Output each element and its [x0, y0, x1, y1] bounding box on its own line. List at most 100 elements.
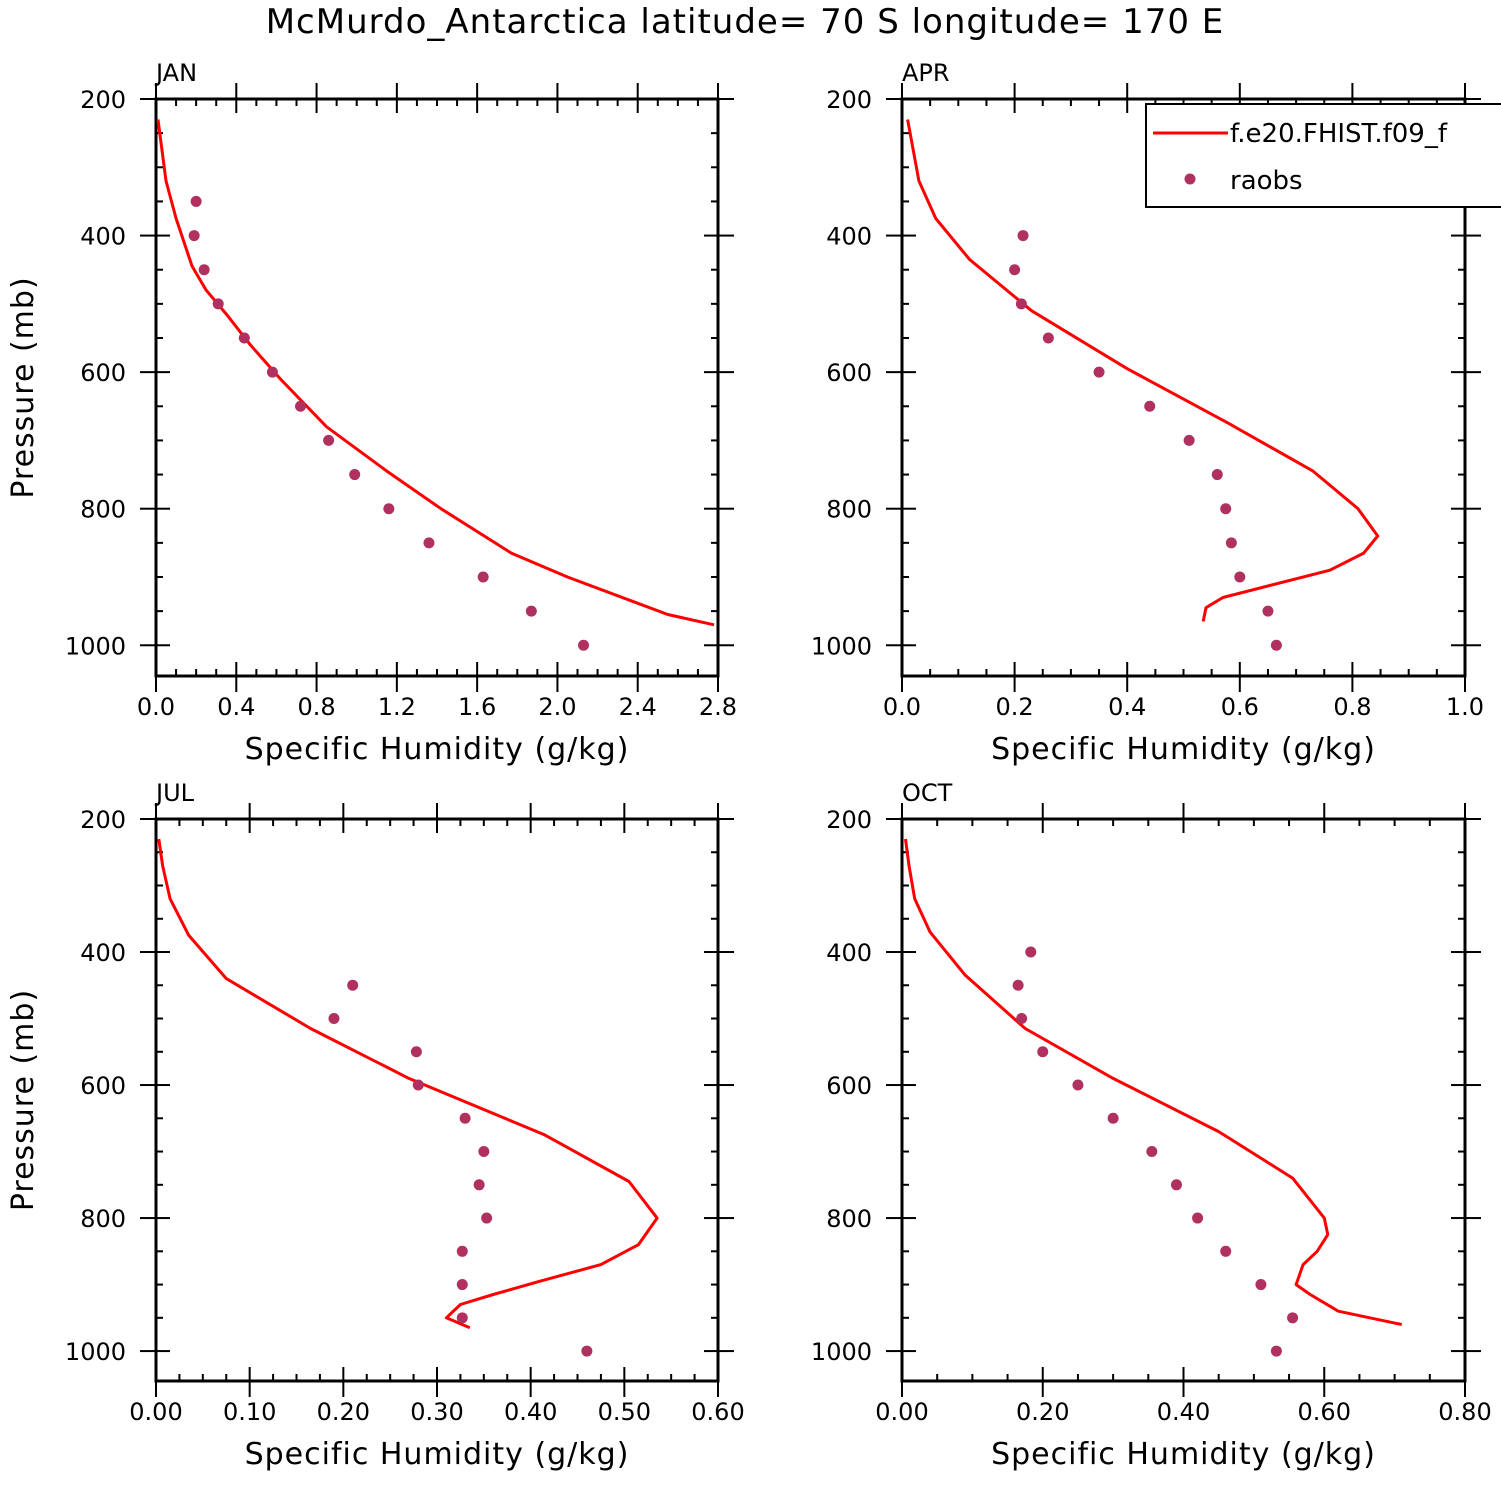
- panel-title-oct: OCT: [902, 779, 953, 807]
- x-tick-label: 0.4: [1108, 693, 1146, 721]
- raobs-point: [295, 400, 307, 412]
- x-tick-label: 0.00: [129, 1398, 182, 1426]
- x-tick-label: 0.0: [137, 693, 175, 721]
- panel-apr: APR 200 400 600 800 1000 0.0 0.2 0.4 0.6 0.8 1.0 Spe…: [811, 59, 1484, 767]
- x-tick-label: 0.20: [317, 1398, 370, 1426]
- x-tick-label: 0.8: [1333, 693, 1371, 721]
- x-axis-label: Specific Humidity (g/kg): [245, 732, 630, 767]
- y-tick-label: 800: [80, 1205, 126, 1233]
- x-tick-label: 2.4: [619, 693, 657, 721]
- x-axis-label: Specific Humidity (g/kg): [991, 1437, 1376, 1472]
- raobs-point: [1225, 537, 1237, 549]
- y-tick-label: 1000: [811, 1338, 872, 1366]
- raobs-point: [1234, 571, 1246, 583]
- raobs-point: [1211, 469, 1223, 481]
- model-line-oct: [904, 838, 1403, 1326]
- y-tick-label: 400: [80, 223, 126, 251]
- raobs-point: [477, 571, 489, 583]
- y-tick-label: 200: [826, 806, 872, 834]
- panel-jan: JAN 200 400 600 800 1000 0.0 0.4 0.8 1.2 1.6 2.0 2.4…: [6, 59, 737, 767]
- raobs-point: [473, 1179, 485, 1191]
- raobs-point: [198, 264, 210, 276]
- raobs-point: [1183, 434, 1195, 446]
- raobs-point: [410, 1046, 422, 1058]
- x-tick-label: 1.0: [1446, 693, 1484, 721]
- raobs-point: [1262, 605, 1274, 617]
- y-tick-label: 600: [80, 359, 126, 387]
- y-axis-label: Pressure (mb): [6, 989, 41, 1211]
- y-axis-label: Pressure (mb): [6, 276, 41, 498]
- x-axis-label: Specific Humidity (g/kg): [991, 732, 1376, 767]
- raobs-point: [266, 366, 278, 378]
- y-tick-label: 200: [826, 86, 872, 114]
- raobs-point: [423, 537, 435, 549]
- raobs-point: [1017, 230, 1029, 242]
- x-tick-label: 0.6: [1221, 693, 1259, 721]
- raobs-point: [349, 469, 361, 481]
- x-tick-label: 0.60: [1298, 1398, 1351, 1426]
- plot-frame: [154, 97, 720, 678]
- raobs-point: [328, 1013, 340, 1025]
- x-tick-label: 0.50: [598, 1398, 651, 1426]
- raobs-point: [1144, 400, 1156, 412]
- raobs-point: [1192, 1212, 1204, 1224]
- x-tick-label: 2.0: [538, 693, 576, 721]
- x-tick-label: 0.10: [223, 1398, 276, 1426]
- raobs-point: [347, 979, 359, 991]
- panel-title-apr: APR: [902, 59, 950, 87]
- legend-label-raobs: raobs: [1230, 166, 1303, 196]
- x-tick-label: 0.40: [504, 1398, 557, 1426]
- raobs-point: [456, 1312, 468, 1324]
- raobs-point: [323, 434, 335, 446]
- y-tick-label: 400: [80, 939, 126, 967]
- x-tick-label: 0.60: [691, 1398, 744, 1426]
- raobs-point: [581, 1345, 593, 1357]
- raobs-point: [1220, 1245, 1232, 1257]
- raobs-point: [456, 1279, 468, 1291]
- raobs-point: [1093, 366, 1105, 378]
- panels: JAN 200 400 600 800 1000 0.0 0.4 0.8 1.2 1.6 2.0 2.4…: [6, 59, 1492, 1472]
- figure-title: McMurdo_Antarctica latitude= 70 S longit…: [266, 2, 1225, 42]
- raobs-point: [459, 1112, 471, 1124]
- y-tick-label: 400: [826, 939, 872, 967]
- x-tick-label: 0.30: [410, 1398, 463, 1426]
- y-tick-label: 600: [826, 1072, 872, 1100]
- raobs-point: [478, 1146, 490, 1158]
- legend-marker-swatch: [1184, 173, 1196, 185]
- y-tick-label: 800: [80, 496, 126, 524]
- raobs-point: [1015, 298, 1027, 310]
- x-tick-label: 0.00: [875, 1398, 928, 1426]
- x-tick-label: 2.8: [699, 693, 737, 721]
- y-tick-label: 800: [826, 1205, 872, 1233]
- x-tick-label: 0.40: [1157, 1398, 1210, 1426]
- model-line-jan: [156, 119, 715, 627]
- raobs-point: [188, 230, 200, 242]
- raobs-point: [525, 605, 537, 617]
- raobs-point: [1255, 1279, 1267, 1291]
- x-tick-label: 0.80: [1438, 1398, 1491, 1426]
- raobs-point: [1037, 1046, 1049, 1058]
- raobs-point: [1107, 1112, 1119, 1124]
- y-tick-label: 800: [826, 496, 872, 524]
- x-tick-label: 0.4: [217, 693, 255, 721]
- x-tick-label: 0.20: [1016, 1398, 1069, 1426]
- panel-oct: OCT 200 400 600 800 1000 0.00 0.20 0.40 0.60 0.80 S…: [811, 779, 1492, 1472]
- raobs-point: [383, 503, 395, 515]
- raobs-point: [456, 1245, 468, 1257]
- raobs-point: [1170, 1179, 1182, 1191]
- y-tick-label: 1000: [65, 632, 126, 660]
- raobs-point: [1072, 1079, 1084, 1091]
- y-tick-label: 1000: [65, 1338, 126, 1366]
- x-tick-label: 1.6: [458, 693, 496, 721]
- raobs-point: [1042, 332, 1054, 344]
- raobs-point: [412, 1079, 424, 1091]
- raobs-point: [1287, 1312, 1299, 1324]
- raobs-point: [1220, 503, 1232, 515]
- plot-frame: [900, 817, 1467, 1383]
- panel-title-jan: JAN: [154, 59, 197, 87]
- model-line-jul: [157, 838, 659, 1330]
- raobs-point: [1012, 979, 1024, 991]
- x-tick-label: 1.2: [378, 693, 416, 721]
